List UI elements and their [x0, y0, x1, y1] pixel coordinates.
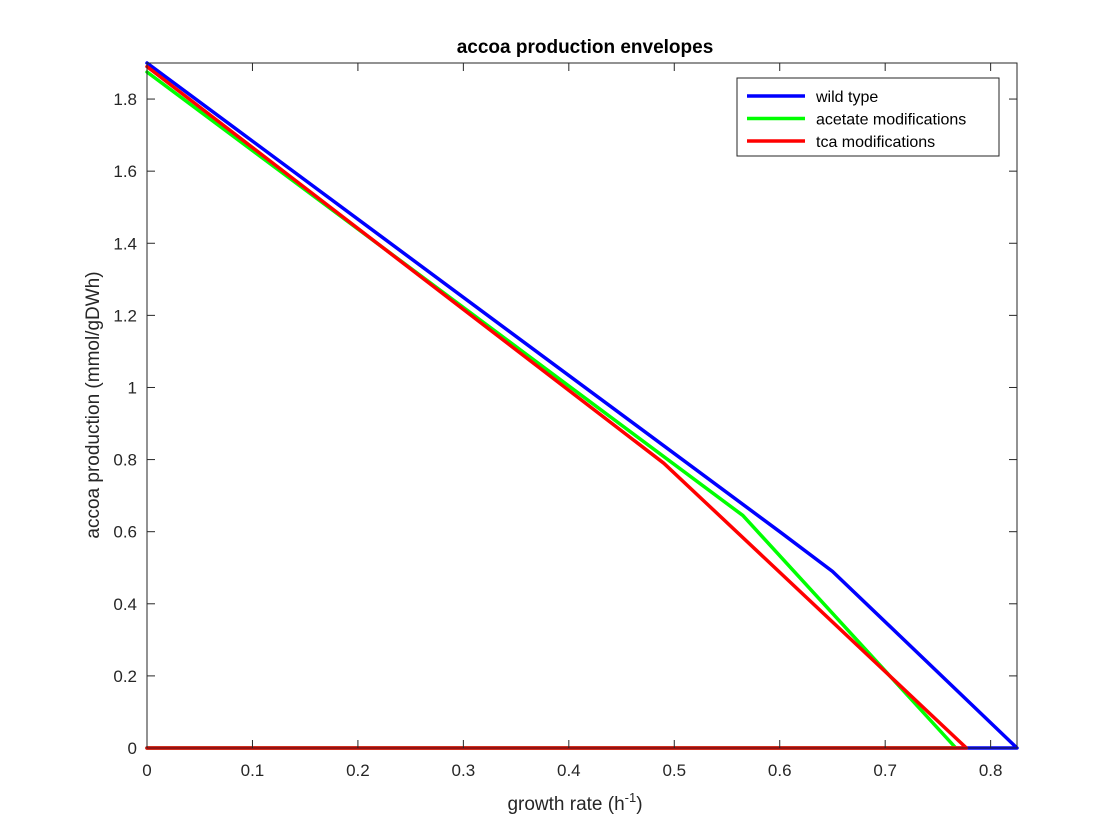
- x-tick-label: 0.7: [873, 761, 897, 780]
- axes-layer: [146, 62, 1018, 749]
- legend-label: acetate modifications: [816, 112, 966, 129]
- x-axis-title-prefix: growth rate (h: [507, 794, 624, 815]
- y-tick-label: 1: [128, 378, 137, 397]
- x-tick-label: 0.8: [979, 761, 1003, 780]
- y-tick-label: 1.2: [113, 306, 137, 325]
- x-tick-label: 0.6: [768, 761, 792, 780]
- y-axis-title: accoa production (mmol/gDWh): [83, 271, 104, 538]
- x-axis-title-superscript: -1: [625, 790, 637, 805]
- x-tick-label: 0: [142, 761, 151, 780]
- y-tick-label: 1.6: [113, 162, 137, 181]
- x-tick-label: 0.1: [241, 761, 265, 780]
- y-tick-label: 1.4: [113, 234, 137, 253]
- legend: wild type acetate modifications tca modifi…: [736, 77, 1000, 157]
- x-axis-title-suffix: ): [636, 794, 642, 815]
- legend-label: tca modifications: [816, 134, 935, 151]
- axes-box: [146, 62, 1018, 749]
- y-tick-label: 0.2: [113, 667, 137, 686]
- x-tick-label: 0.4: [557, 761, 581, 780]
- x-tick-label: 0.5: [662, 761, 686, 780]
- y-tick-label: 0.6: [113, 523, 137, 542]
- y-tick-label: 0.8: [113, 451, 137, 470]
- x-tick-label: 0.3: [452, 761, 476, 780]
- chart-title: accoa production envelopes: [457, 37, 714, 58]
- y-tick-label: 0: [128, 739, 137, 758]
- x-axis-title: growth rate (h-1): [507, 790, 642, 815]
- tick-layer: 0 0.1 0.2 0.3 0.4 0.5 0.6 0.7 0.8 0 0.2 0.4 0.6 0.8 1 1…: [113, 63, 1017, 780]
- x-tick-label: 0.2: [346, 761, 370, 780]
- y-tick-label: 0.4: [113, 595, 137, 614]
- y-tick-label: 1.8: [113, 90, 137, 109]
- legend-label: wild type: [815, 89, 878, 106]
